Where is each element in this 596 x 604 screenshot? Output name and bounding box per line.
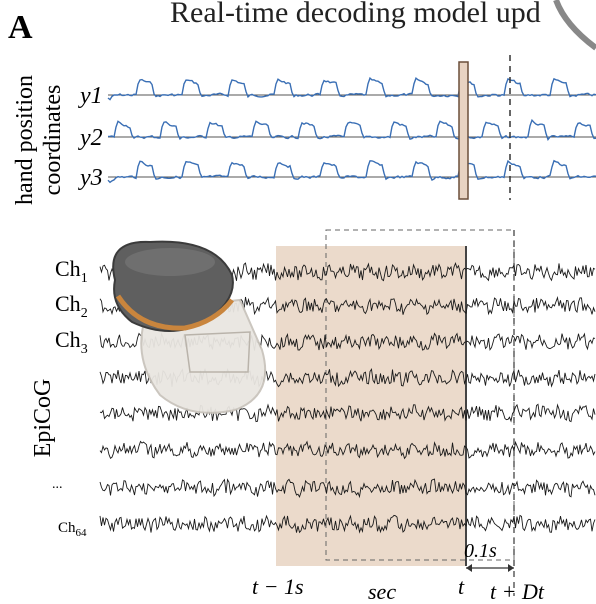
hand-axis-label-line1: hand position — [12, 75, 38, 205]
ecog-trace — [99, 403, 596, 423]
delta-label: 0.1s — [464, 540, 497, 562]
hand-trace — [107, 159, 596, 184]
channel-label-1: Ch1 — [55, 256, 88, 286]
time-label-t-plus: t + Dt — [490, 579, 545, 604]
ecog-axis-label: EpiCoG — [30, 379, 56, 458]
channel-label-64: Ch64 — [58, 520, 87, 539]
hand-traces: y1 y2 y3 — [78, 76, 596, 191]
ecog-trace — [99, 514, 596, 534]
hand-time-marker — [458, 61, 469, 200]
channel-label-2: Ch2 — [55, 291, 88, 321]
time-label-t: t — [458, 574, 465, 599]
hand-row-label: y1 — [78, 83, 103, 109]
hand-axis-label: hand position coordinates — [12, 75, 66, 205]
hand-axis-label-line2: coordinates — [40, 85, 66, 196]
hand-trace — [107, 118, 596, 141]
hand-row-label: y3 — [78, 165, 103, 191]
hand-trace — [107, 76, 596, 101]
implant-device-illustration — [112, 240, 267, 414]
channel-label-3: Ch3 — [55, 327, 88, 357]
channel-ellipsis: ... — [52, 477, 63, 492]
ecog-trace — [99, 440, 596, 460]
panel-label: A — [8, 9, 33, 46]
title: Real-time decoding model upd — [170, 0, 541, 29]
magnifier-arc — [553, 0, 596, 51]
ecog-channel-labels: Ch1 Ch2 Ch3 ... Ch64 — [52, 256, 88, 539]
ecog-trace — [99, 478, 596, 499]
ecog-window — [276, 246, 466, 566]
hand-row-label: y2 — [78, 125, 103, 151]
time-label-t-minus: t − 1s — [252, 574, 304, 599]
time-label-sec: sec — [368, 579, 396, 604]
